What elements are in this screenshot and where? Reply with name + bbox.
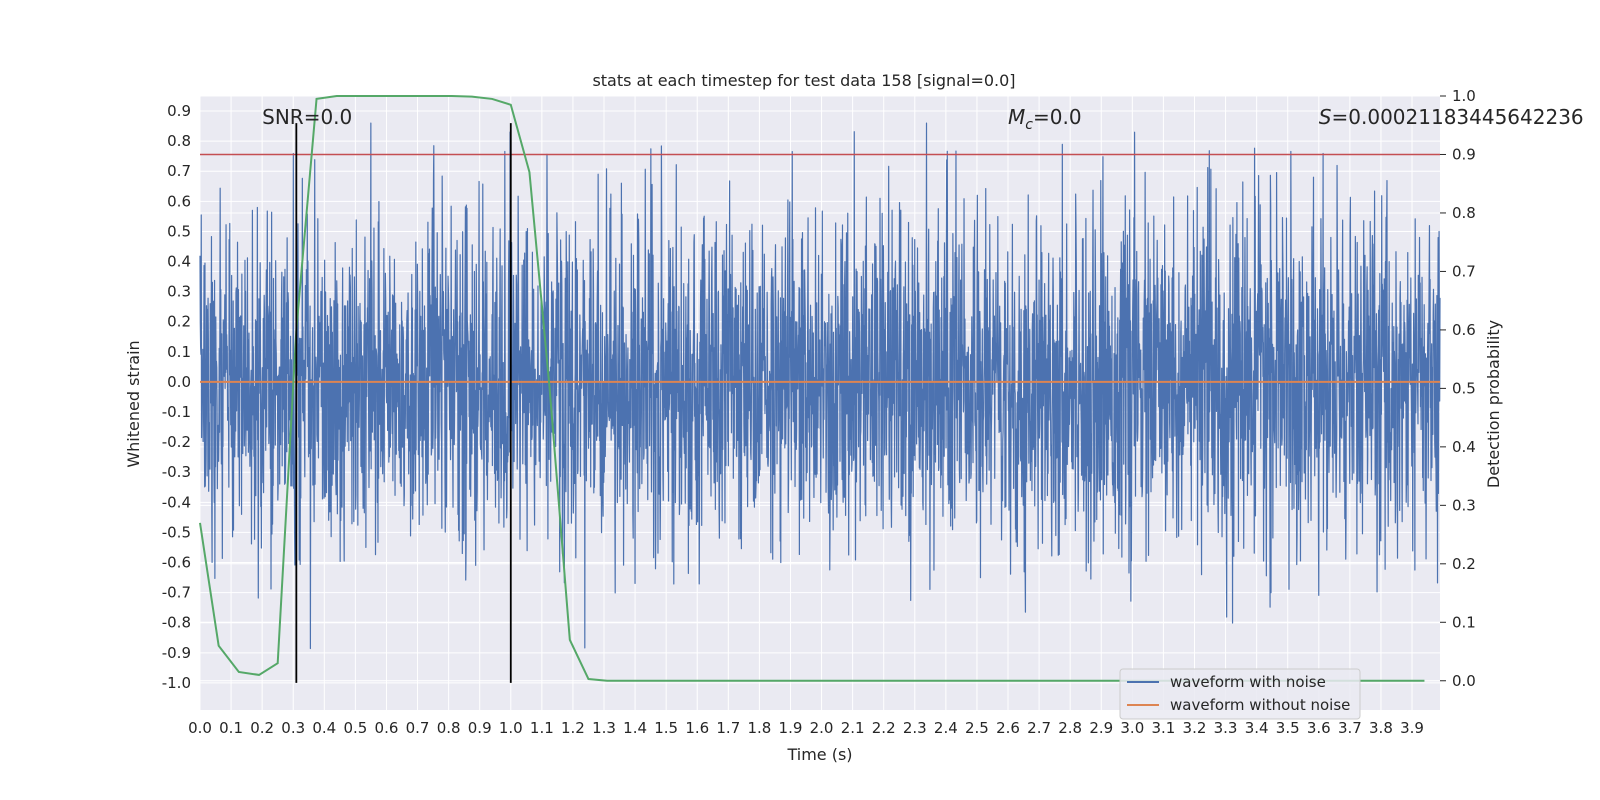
x-tick-label: 1.3 — [592, 719, 616, 737]
detection-probability-line — [199, 95, 1425, 682]
y-tick-label: 0.8 — [167, 132, 191, 150]
y2-tick-label: 0.6 — [1452, 321, 1476, 339]
annotation-text: S=0.00021183445642236 — [1319, 105, 1584, 129]
y2-tick-label: 0.1 — [1452, 613, 1476, 631]
y-axis-ticks: 0.9 0.8 0.7 0.6 0.5 0.4 0.3 0.2 0.1 0.0 -0.1 -0.2 -0… — [162, 102, 191, 692]
y-axis-label: Whitened strain — [124, 340, 143, 467]
annotations: SNR=0.0 Mc=0.0 S=0.00021183445642236 — [262, 105, 1584, 133]
x-tick-label: 1.9 — [779, 719, 803, 737]
y-tick-label: 0.9 — [167, 102, 191, 120]
x-axis-ticks: 0.0 0.1 0.2 0.3 0.4 0.5 0.6 0.7 0.8 0.9 1.0 1.1 1.2 1… — [188, 719, 1424, 737]
x-tick-label: 3.6 — [1307, 719, 1331, 737]
y-tick-label: 0.1 — [167, 343, 191, 361]
y-tick-label: 0.2 — [167, 313, 191, 331]
series-detection-probability — [199, 95, 1425, 682]
legend: waveform with noise waveform without noi… — [1119, 668, 1361, 720]
y2-axis-label: Detection probability — [1484, 320, 1503, 488]
x-tick-label: 2.7 — [1027, 719, 1051, 737]
y-tick-label: 0.0 — [167, 373, 191, 391]
annotation-text: SNR=0.0 — [262, 105, 352, 129]
x-tick-label: 1.6 — [685, 719, 709, 737]
y2-tick-label: 0.8 — [1452, 204, 1476, 222]
x-tick-label: 2.6 — [996, 719, 1020, 737]
x-tick-label: 3.3 — [1214, 719, 1238, 737]
x-tick-label: 2.1 — [841, 719, 865, 737]
x-tick-label: 0.5 — [343, 719, 367, 737]
y2-tick-label: 0.2 — [1452, 555, 1476, 573]
x-tick-label: 0.8 — [437, 719, 461, 737]
legend-box — [1119, 668, 1361, 720]
x-tick-label: 1.4 — [623, 719, 647, 737]
x-tick-label: 0.2 — [250, 719, 274, 737]
y-tick-label: 0.5 — [167, 222, 191, 240]
x-tick-label: 3.2 — [1183, 719, 1207, 737]
x-tick-label: 1.8 — [747, 719, 771, 737]
x-tick-label: 1.2 — [561, 719, 585, 737]
y-tick-label: -0.3 — [162, 463, 191, 481]
y2-tick-label: 0.3 — [1452, 496, 1476, 514]
y-tick-label: -0.6 — [162, 554, 191, 572]
y2-axis-ticks: 1.0 0.9 0.8 0.7 0.6 0.5 0.4 0.3 0.2 0.1 0.0 — [1440, 87, 1476, 690]
y-tick-label: -0.5 — [162, 523, 191, 541]
y-tick-label: 0.4 — [167, 253, 191, 271]
x-tick-label: 3.9 — [1400, 719, 1424, 737]
x-tick-label: 3.5 — [1276, 719, 1300, 737]
y-tick-label: -0.4 — [162, 493, 191, 511]
x-tick-label: 3.1 — [1151, 719, 1175, 737]
noise-waveform-line — [199, 122, 1441, 650]
x-tick-label: 0.7 — [406, 719, 430, 737]
x-tick-label: 0.6 — [375, 719, 399, 737]
y-tick-label: -0.1 — [162, 403, 191, 421]
y-tick-label: -0.8 — [162, 614, 191, 632]
x-tick-label: 0.0 — [188, 719, 212, 737]
series-waveform-with-noise — [199, 122, 1441, 650]
legend-label-noise: waveform with noise — [1170, 673, 1326, 691]
y-tick-label: -0.7 — [162, 584, 191, 602]
y-tick-label: -0.9 — [162, 644, 191, 662]
x-tick-label: 3.4 — [1245, 719, 1269, 737]
x-tick-label: 3.8 — [1369, 719, 1393, 737]
x-tick-label: 3.7 — [1338, 719, 1362, 737]
y2-tick-label: 0.0 — [1452, 672, 1476, 690]
x-tick-label: 2.3 — [903, 719, 927, 737]
x-tick-label: 3.0 — [1120, 719, 1144, 737]
y-tick-label: 0.6 — [167, 192, 191, 210]
y-tick-label: 0.3 — [167, 283, 191, 301]
y2-tick-label: 1.0 — [1452, 87, 1476, 105]
vertical-markers — [295, 123, 512, 683]
x-tick-label: 2.8 — [1058, 719, 1082, 737]
legend-label-clean: waveform without noise — [1170, 696, 1350, 714]
x-tick-label: 2.2 — [872, 719, 896, 737]
y-tick-label: -1.0 — [162, 674, 191, 692]
x-tick-label: 1.5 — [654, 719, 678, 737]
y2-tick-label: 0.9 — [1452, 145, 1476, 163]
x-tick-label: 1.7 — [716, 719, 740, 737]
y2-tick-label: 0.7 — [1452, 262, 1476, 280]
x-tick-label: 0.3 — [281, 719, 305, 737]
x-tick-label: 1.1 — [530, 719, 554, 737]
x-tick-label: 1.0 — [499, 719, 523, 737]
x-axis-label: Time (s) — [786, 745, 852, 764]
y-tick-label: -0.2 — [162, 433, 191, 451]
x-tick-label: 0.4 — [312, 719, 336, 737]
x-tick-label: 2.5 — [965, 719, 989, 737]
y2-tick-label: 0.5 — [1452, 379, 1476, 397]
x-tick-label: 2.9 — [1089, 719, 1113, 737]
y2-tick-label: 0.4 — [1452, 438, 1476, 456]
x-tick-label: 2.4 — [934, 719, 958, 737]
x-tick-label: 0.9 — [468, 719, 492, 737]
chart-title: stats at each timestep for test data 158… — [592, 71, 1015, 90]
annotation-text: Mc=0.0 — [1008, 105, 1082, 133]
y-tick-label: 0.7 — [167, 162, 191, 180]
x-tick-label: 2.0 — [810, 719, 834, 737]
x-tick-label: 0.1 — [219, 719, 243, 737]
